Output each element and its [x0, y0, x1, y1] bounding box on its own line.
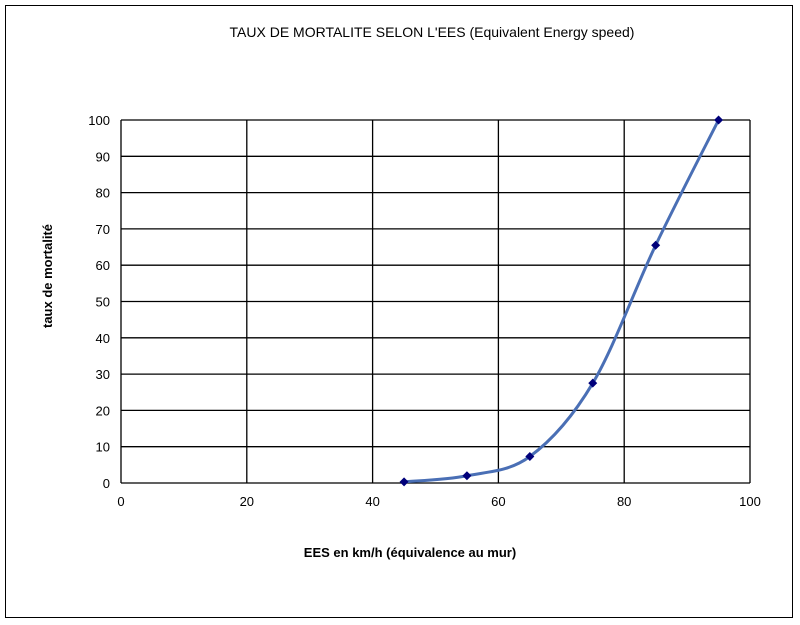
data-point-marker [525, 452, 535, 462]
y-axis-label: taux de mortalité [40, 224, 55, 328]
y-tick-label: 70 [96, 222, 110, 237]
data-markers [399, 115, 724, 487]
y-tick-label: 10 [96, 440, 110, 455]
x-tick-labels: 0 20 40 60 80 100 [117, 494, 760, 509]
y-tick-label: 80 [96, 186, 110, 201]
x-tick-label: 20 [240, 494, 254, 509]
y-tick-label: 30 [96, 367, 110, 382]
data-point-marker [588, 378, 598, 388]
chart-frame: TAUX DE MORTALITE SELON L'EES (Equivalen… [5, 5, 793, 618]
y-tick-label: 40 [96, 331, 110, 346]
y-tick-label: 20 [96, 403, 110, 418]
chart-svg: TAUX DE MORTALITE SELON L'EES (Equivalen… [40, 24, 761, 560]
y-tick-label: 100 [88, 113, 110, 128]
x-tick-label: 40 [365, 494, 379, 509]
y-tick-label: 0 [103, 476, 110, 491]
data-point-marker [462, 471, 472, 481]
y-tick-label: 60 [96, 258, 110, 273]
data-point-marker [714, 115, 724, 125]
data-point-marker [651, 240, 661, 250]
x-tick-label: 0 [117, 494, 124, 509]
x-tick-label: 100 [739, 494, 761, 509]
y-tick-label: 90 [96, 149, 110, 164]
chart-title: TAUX DE MORTALITE SELON L'EES (Equivalen… [230, 24, 635, 40]
y-tick-labels: 0 10 20 30 40 50 60 70 80 90 100 [88, 113, 110, 491]
x-tick-label: 80 [617, 494, 631, 509]
x-tick-label: 60 [491, 494, 505, 509]
y-tick-label: 50 [96, 295, 110, 310]
data-point-marker [399, 477, 409, 487]
horizontal-gridlines [121, 119, 750, 484]
x-axis-label: EES en km/h (équivalence au mur) [304, 545, 516, 560]
